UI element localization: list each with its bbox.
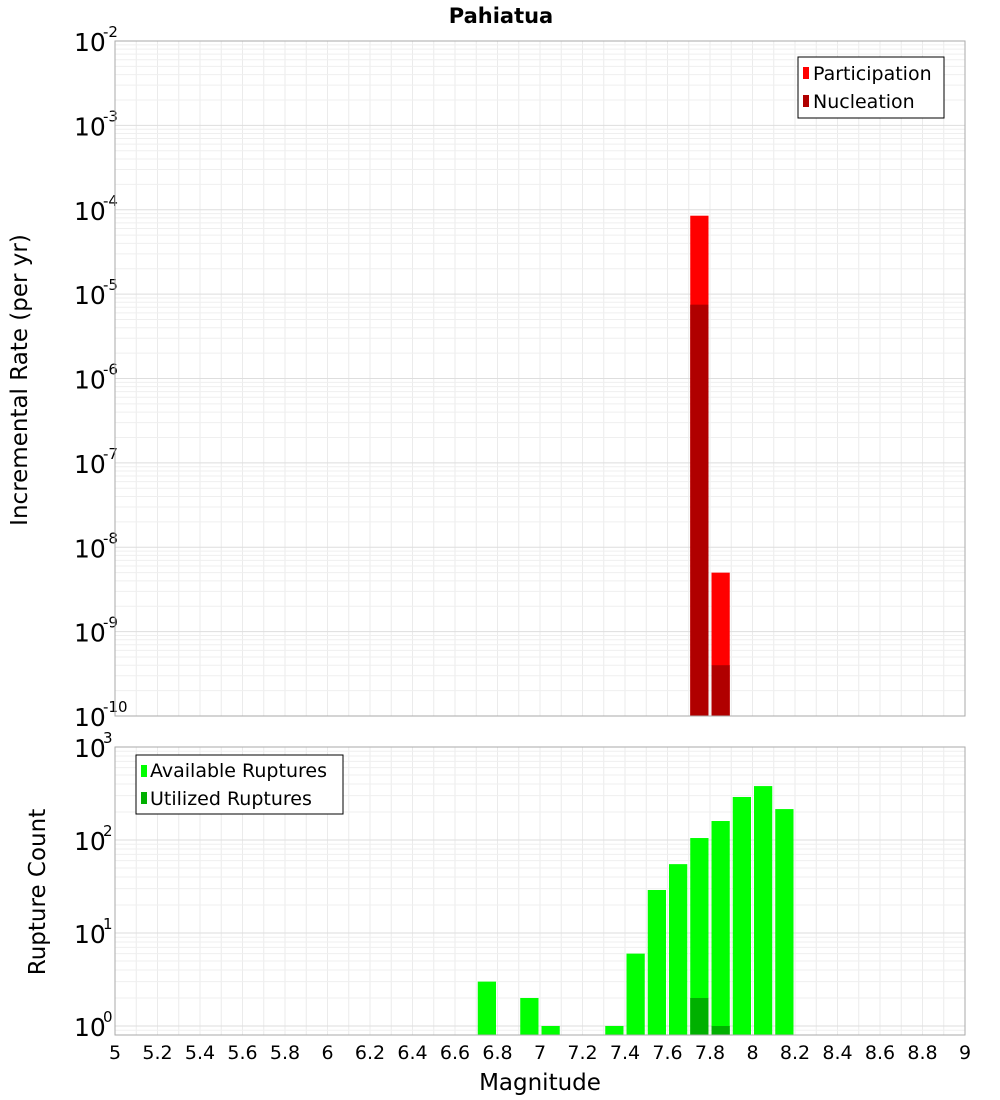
x-tick-label: 5 (109, 1042, 121, 1064)
count-bar-available-ruptures (669, 864, 688, 1035)
x-axis-title: Magnitude (479, 1070, 601, 1096)
x-tick-label: 7.4 (610, 1042, 640, 1064)
x-tick-label: 6.2 (355, 1042, 385, 1064)
svg-text:10: 10 (74, 827, 106, 856)
svg-text:-2: -2 (103, 23, 118, 41)
svg-text:-9: -9 (103, 614, 118, 632)
svg-text:-6: -6 (103, 361, 118, 379)
rate-y-tick-label: 10-2 (74, 23, 118, 57)
count-bar-available-ruptures (520, 997, 539, 1035)
rate-y-tick-label: 10-9 (74, 614, 118, 648)
chart-title: Pahiatua (449, 4, 553, 28)
rate-y-axis-title: Incremental Rate (per yr) (7, 234, 33, 526)
count-bar-available-ruptures (754, 786, 773, 1035)
count-y-tick-label: 101 (74, 915, 113, 949)
count-y-tick-label: 100 (74, 1008, 113, 1042)
rate-grid (115, 41, 965, 716)
x-tick-label: 5.6 (227, 1042, 257, 1064)
x-tick-label: 7.8 (695, 1042, 725, 1064)
legend-swatch-nucleation (803, 95, 809, 107)
svg-text:10: 10 (74, 1013, 106, 1042)
count-bar-available-ruptures (605, 1025, 624, 1035)
x-tick-label: 6.8 (482, 1042, 512, 1064)
count-bar-available-ruptures (626, 953, 645, 1035)
count-bar-available-ruptures (647, 889, 666, 1035)
count-bar-available-ruptures (477, 981, 496, 1035)
x-tick-label: 6.4 (397, 1042, 427, 1064)
rate-y-tick-label: 10-6 (74, 361, 118, 395)
svg-text:-4: -4 (103, 192, 118, 210)
x-tick-label: 5.4 (185, 1042, 215, 1064)
svg-text:0: 0 (103, 1008, 113, 1026)
legend-swatch-participation (803, 67, 809, 79)
count-y-tick-label: 102 (74, 822, 113, 856)
legend-label-nucleation: Nucleation (813, 91, 915, 113)
svg-text:2: 2 (103, 822, 113, 840)
count-bar-available-ruptures (541, 1025, 560, 1035)
count-x-ticks: 5 5.2 5.4 5.6 5.8 6 6.2 6.4 6.6 6.8 7 7.2 7.4 7.6 7.8 8… (109, 1042, 971, 1064)
rate-y-tick-label: 10-8 (74, 529, 118, 563)
count-bar-available-ruptures (775, 809, 794, 1035)
count-grid (115, 747, 965, 1035)
count-bar-utilized-ruptures (711, 1025, 730, 1035)
count-bars (477, 786, 794, 1035)
x-tick-label: 9 (959, 1042, 971, 1064)
x-tick-label: 8.6 (865, 1042, 895, 1064)
rate-y-tick-label: 10-10 (74, 698, 128, 732)
legend-label-participation: Participation (813, 63, 932, 85)
count-bar-available-ruptures (711, 821, 730, 1035)
svg-text:3: 3 (103, 729, 113, 747)
x-tick-label: 7 (534, 1042, 546, 1064)
svg-text:10: 10 (74, 112, 106, 141)
count-y-axis-title: Rupture Count (25, 809, 51, 975)
x-tick-label: 8 (746, 1042, 758, 1064)
count-legend: Available Ruptures Utilized Ruptures (135, 754, 344, 815)
svg-text:10: 10 (74, 703, 106, 732)
rate-bars (690, 215, 730, 717)
svg-text:-5: -5 (103, 276, 118, 294)
x-tick-label: 8.4 (822, 1042, 852, 1064)
rate-legend: Participation Nucleation (797, 56, 945, 119)
svg-text:10: 10 (74, 281, 106, 310)
rate-y-tick-label: 10-4 (74, 192, 118, 226)
svg-text:10: 10 (74, 734, 106, 763)
rate-y-tick-label: 10-7 (74, 445, 118, 479)
svg-text:1: 1 (103, 915, 113, 933)
svg-text:10: 10 (74, 534, 106, 563)
rate-bar-nucleation (711, 665, 730, 716)
svg-text:10: 10 (74, 450, 106, 479)
rate-y-tick-label: 10-3 (74, 107, 118, 141)
count-y-tick-label: 103 (74, 729, 113, 763)
svg-text:-7: -7 (103, 445, 118, 463)
x-tick-label: 6 (321, 1042, 333, 1064)
svg-text:10: 10 (74, 197, 106, 226)
legend-label-available: Available Ruptures (150, 760, 327, 782)
legend-swatch-available (141, 765, 147, 777)
x-tick-label: 8.8 (907, 1042, 937, 1064)
x-tick-label: 7.2 (567, 1042, 597, 1064)
count-bar-utilized-ruptures (690, 997, 709, 1035)
svg-text:10: 10 (74, 28, 106, 57)
svg-text:10: 10 (74, 920, 106, 949)
svg-text:-3: -3 (103, 107, 118, 125)
rate-y-tick-label: 10-5 (74, 276, 118, 310)
svg-text:10: 10 (74, 366, 106, 395)
count-bar-available-ruptures (732, 796, 751, 1035)
x-tick-label: 7.6 (652, 1042, 682, 1064)
x-tick-label: 8.2 (780, 1042, 810, 1064)
svg-text:10: 10 (74, 619, 106, 648)
legend-swatch-utilized (141, 792, 147, 804)
x-tick-label: 5.8 (270, 1042, 300, 1064)
x-tick-label: 6.6 (440, 1042, 470, 1064)
legend-label-utilized: Utilized Ruptures (150, 788, 312, 810)
x-tick-label: 5.2 (142, 1042, 172, 1064)
rate-bar-nucleation (690, 304, 709, 716)
count-bar-available-ruptures (690, 838, 709, 1035)
svg-text:-8: -8 (103, 529, 118, 547)
